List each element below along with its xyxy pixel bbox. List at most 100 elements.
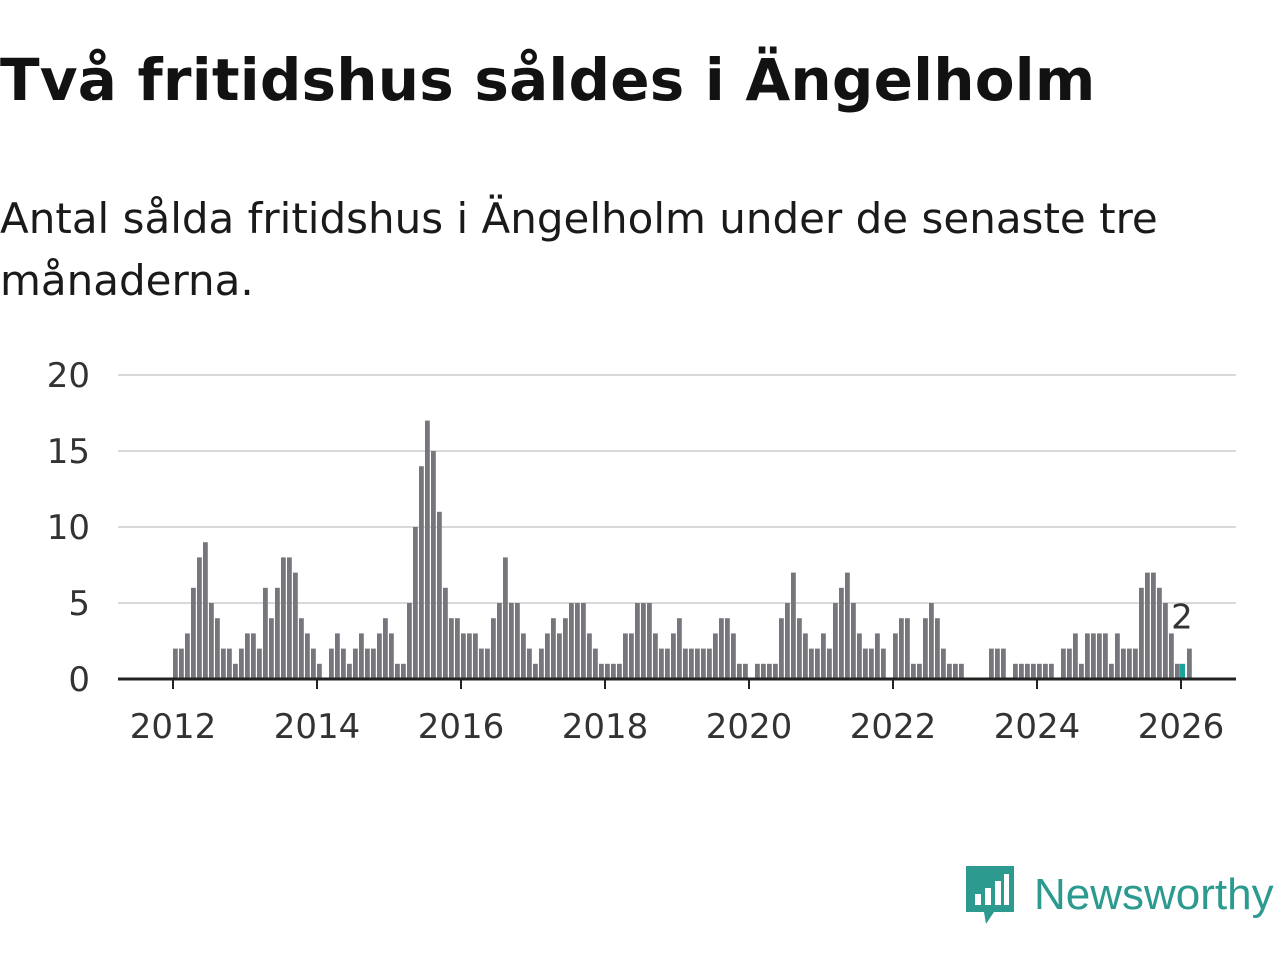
- y-tick-label: 15: [47, 432, 90, 472]
- bar: [785, 603, 790, 679]
- bar: [869, 648, 874, 679]
- x-tick-label: 2014: [274, 707, 361, 747]
- bar: [743, 663, 748, 679]
- bar: [941, 648, 946, 679]
- x-tick-label: 2016: [418, 707, 505, 747]
- bar: [299, 618, 304, 679]
- bar: [479, 648, 484, 679]
- bar: [695, 648, 700, 679]
- bar: [263, 587, 268, 679]
- bar: [227, 648, 232, 679]
- bar: [527, 648, 532, 679]
- y-tick-label: 10: [47, 508, 90, 548]
- bar: [485, 648, 490, 679]
- bar: [173, 648, 178, 679]
- bar: [671, 633, 676, 679]
- bar: [767, 663, 772, 679]
- bar: [371, 648, 376, 679]
- bar: [335, 633, 340, 679]
- bar: [581, 603, 586, 679]
- bar: [1151, 572, 1156, 679]
- bar: [401, 663, 406, 679]
- bar: [1013, 663, 1018, 679]
- bar: [1001, 648, 1006, 679]
- bar: [677, 618, 682, 679]
- bar: [635, 603, 640, 679]
- bar: [599, 663, 604, 679]
- bar: [497, 603, 502, 679]
- bar: [1103, 633, 1108, 679]
- bars: [173, 420, 1192, 679]
- bar: [917, 663, 922, 679]
- bar: [929, 603, 934, 679]
- bar: [407, 603, 412, 679]
- x-tick-label: 2022: [850, 707, 937, 747]
- bar: [719, 618, 724, 679]
- bar: [515, 603, 520, 679]
- bar: [419, 466, 424, 679]
- bar: [881, 648, 886, 679]
- bar: [431, 451, 436, 679]
- bar: [1097, 633, 1102, 679]
- bar: [845, 572, 850, 679]
- bar: [1037, 663, 1042, 679]
- bar: [455, 618, 460, 679]
- chart-title: Två fritidshus såldes i Ängelholm: [0, 46, 1096, 114]
- bar: [443, 587, 448, 679]
- bar: [611, 663, 616, 679]
- bar: [629, 633, 634, 679]
- bar: [809, 648, 814, 679]
- bar: [851, 603, 856, 679]
- brand-name: Newsworthy: [1034, 870, 1274, 919]
- bar: [215, 618, 220, 679]
- bar: [653, 633, 658, 679]
- bar: [1049, 663, 1054, 679]
- bar: [395, 663, 400, 679]
- chart-subtitle: Antal sålda fritidshus i Ängelholm under…: [0, 194, 1158, 305]
- bar: [383, 618, 388, 679]
- y-tick-label: 5: [68, 584, 90, 624]
- bar: [563, 618, 568, 679]
- bar: [959, 663, 964, 679]
- x-tick-label: 2024: [994, 707, 1081, 747]
- bar: [1091, 633, 1096, 679]
- bar: [251, 633, 256, 679]
- bar: [689, 648, 694, 679]
- x-tick-label: 2026: [1138, 707, 1225, 747]
- bar: [461, 633, 466, 679]
- bar: [329, 648, 334, 679]
- y-tick-label: 0: [68, 660, 90, 700]
- newsworthy-brand: Newsworthy: [964, 864, 1274, 926]
- bar: [377, 633, 382, 679]
- bar: [947, 663, 952, 679]
- bar: [185, 633, 190, 679]
- data-labels: 2: [1171, 598, 1193, 638]
- bar: [341, 648, 346, 679]
- bar: [893, 633, 898, 679]
- bar: [287, 557, 292, 679]
- bar: [509, 603, 514, 679]
- bar: [1187, 648, 1192, 679]
- bar: [923, 618, 928, 679]
- bar: [839, 587, 844, 679]
- bar: [275, 587, 280, 679]
- bar: [773, 663, 778, 679]
- bar: [317, 663, 322, 679]
- bar: [683, 648, 688, 679]
- bar: [1157, 587, 1162, 679]
- bar: [797, 618, 802, 679]
- bar: [521, 633, 526, 679]
- bar: [731, 633, 736, 679]
- bar: [1169, 633, 1174, 679]
- x-tick-label: 2018: [562, 707, 649, 747]
- bar: [359, 633, 364, 679]
- bar: [989, 648, 994, 679]
- bar: [221, 648, 226, 679]
- bar: [1079, 663, 1084, 679]
- bar: [701, 648, 706, 679]
- bar: [365, 648, 370, 679]
- bar: [545, 633, 550, 679]
- bar: [779, 618, 784, 679]
- bar: [533, 663, 538, 679]
- bar: [449, 618, 454, 679]
